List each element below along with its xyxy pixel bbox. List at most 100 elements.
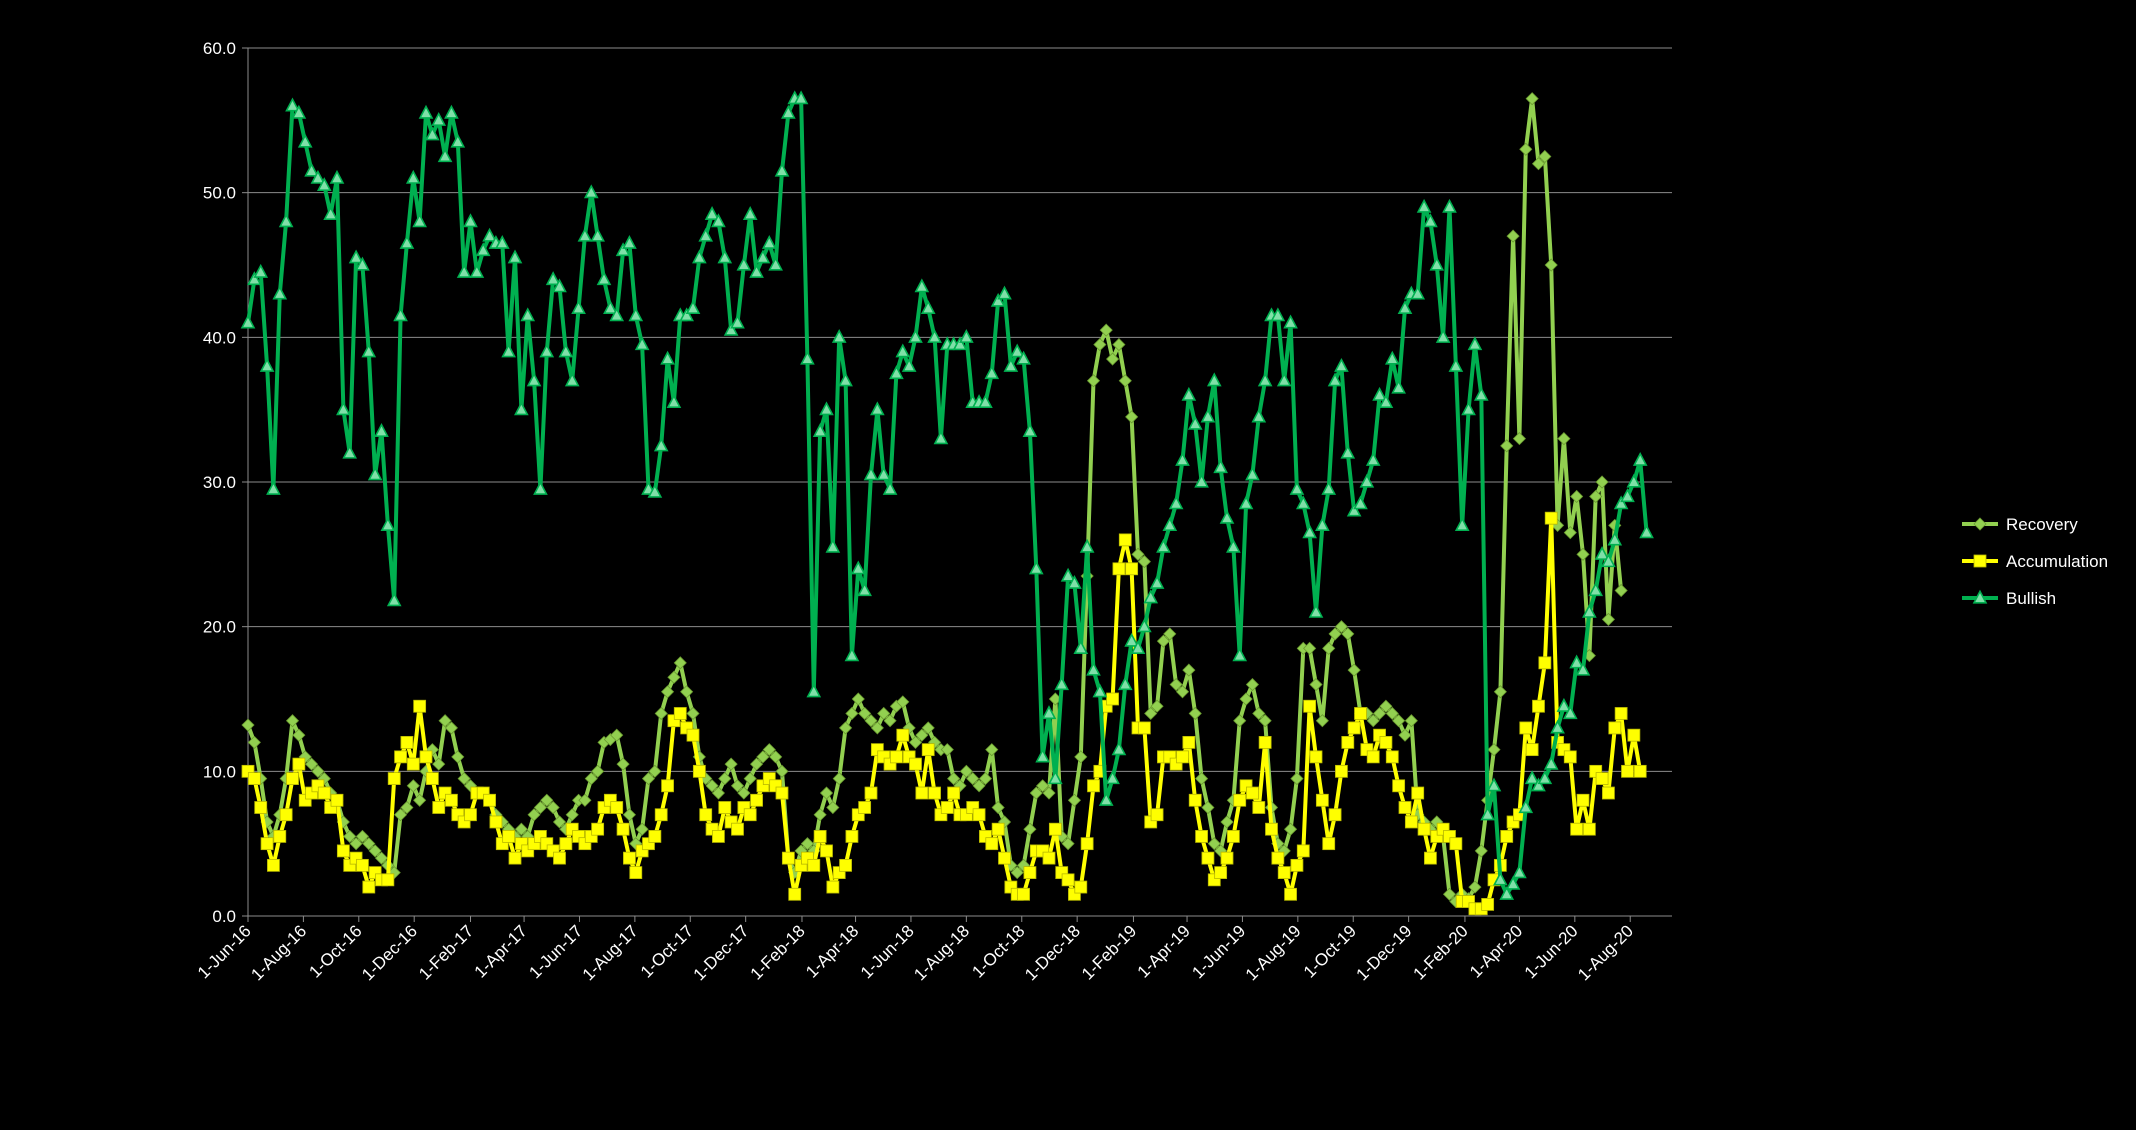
- data-point: [1633, 764, 1647, 778]
- data-point: [1595, 475, 1609, 489]
- data-point: [1099, 323, 1113, 337]
- data-point: [1206, 372, 1222, 387]
- data-point: [1074, 880, 1088, 894]
- data-point: [775, 786, 789, 800]
- data-point: [825, 538, 841, 553]
- data-point: [1220, 815, 1234, 829]
- data-point: [1397, 300, 1413, 315]
- data-point: [1220, 851, 1234, 865]
- data-point: [1500, 830, 1514, 843]
- data-point: [1512, 432, 1526, 446]
- data-point: [1353, 495, 1368, 510]
- data-point: [361, 343, 377, 358]
- data-point: [832, 772, 846, 786]
- data-point: [1525, 92, 1539, 106]
- data-point: [647, 483, 663, 498]
- data-point: [1232, 647, 1248, 662]
- data-point: [520, 307, 536, 322]
- data-point: [457, 772, 471, 786]
- data-point: [387, 772, 401, 785]
- data-point: [609, 307, 625, 322]
- data-point: [1379, 699, 1393, 713]
- data-point: [1575, 661, 1591, 676]
- data-point: [1042, 786, 1056, 800]
- data-point: [1080, 837, 1094, 851]
- data-point: [1435, 329, 1451, 343]
- data-point: [1602, 786, 1615, 800]
- data-point: [343, 829, 357, 843]
- data-point: [876, 466, 892, 481]
- series-line: [246, 96, 1649, 897]
- data-point: [1385, 706, 1399, 721]
- data-point: [278, 213, 294, 228]
- data-point: [419, 750, 433, 764]
- data-point: [1067, 574, 1082, 589]
- data-point: [863, 466, 879, 481]
- data-point: [1632, 451, 1648, 466]
- data-point: [330, 793, 344, 807]
- data-point: [991, 800, 1005, 815]
- data-point: [348, 249, 364, 264]
- data-point: [813, 830, 827, 843]
- data-point: [1582, 603, 1597, 618]
- data-point: [1036, 779, 1050, 793]
- data-point: [1124, 632, 1139, 647]
- data-point: [1525, 743, 1539, 757]
- data-point: [1060, 567, 1076, 582]
- data-point: [1003, 357, 1019, 372]
- data-point: [845, 706, 859, 721]
- data-point: [966, 772, 980, 786]
- data-point: [1366, 750, 1380, 764]
- data-point: [1169, 677, 1183, 692]
- data-point: [1238, 495, 1254, 510]
- data-point: [1391, 379, 1406, 394]
- data-point: [616, 822, 630, 836]
- data-point: [1144, 706, 1158, 721]
- data-point: [1233, 714, 1247, 728]
- data-point: [1569, 654, 1584, 669]
- data-point: [711, 213, 726, 228]
- y-tick-label: 0.0: [212, 907, 236, 926]
- data-point: [502, 830, 516, 843]
- data-point: [1296, 844, 1310, 858]
- data-point: [870, 721, 884, 735]
- x-tick-label: 1-Aug-19: [1242, 921, 1305, 984]
- data-point: [381, 873, 395, 887]
- data-point: [590, 227, 605, 242]
- data-point: [1284, 822, 1298, 836]
- legend-label: Bullish: [2006, 589, 2056, 608]
- data-point: [1570, 489, 1584, 504]
- legend-marker: [1972, 589, 1988, 604]
- data-point: [1309, 677, 1323, 692]
- data-point: [247, 772, 261, 785]
- data-point: [858, 706, 872, 721]
- data-point: [883, 714, 897, 728]
- data-point: [362, 880, 376, 894]
- data-point: [1537, 770, 1553, 785]
- data-point: [1187, 415, 1203, 430]
- data-point: [432, 757, 446, 771]
- data-point: [400, 736, 414, 749]
- data-point: [240, 314, 256, 329]
- data-point: [418, 104, 434, 119]
- x-tick-label: 1-Dec-16: [358, 921, 421, 984]
- data-point: [1392, 714, 1406, 728]
- data-point: [920, 300, 936, 315]
- data-point: [750, 793, 763, 807]
- data-point: [679, 307, 694, 322]
- data-point: [1544, 511, 1558, 525]
- y-tick-label: 10.0: [203, 762, 236, 781]
- data-point: [882, 480, 898, 495]
- data-point: [1214, 866, 1228, 879]
- data-point: [1309, 750, 1323, 764]
- data-point: [394, 750, 407, 764]
- data-point: [273, 830, 287, 843]
- data-point: [1499, 885, 1515, 900]
- data-point: [1137, 721, 1151, 735]
- legend-item-bullish: Bullish: [1962, 589, 2056, 608]
- data-point: [1131, 547, 1145, 561]
- data-point: [1442, 198, 1457, 213]
- data-point: [1467, 336, 1483, 351]
- x-tick-label: 1-Apr-18: [802, 921, 862, 981]
- data-point: [901, 357, 917, 372]
